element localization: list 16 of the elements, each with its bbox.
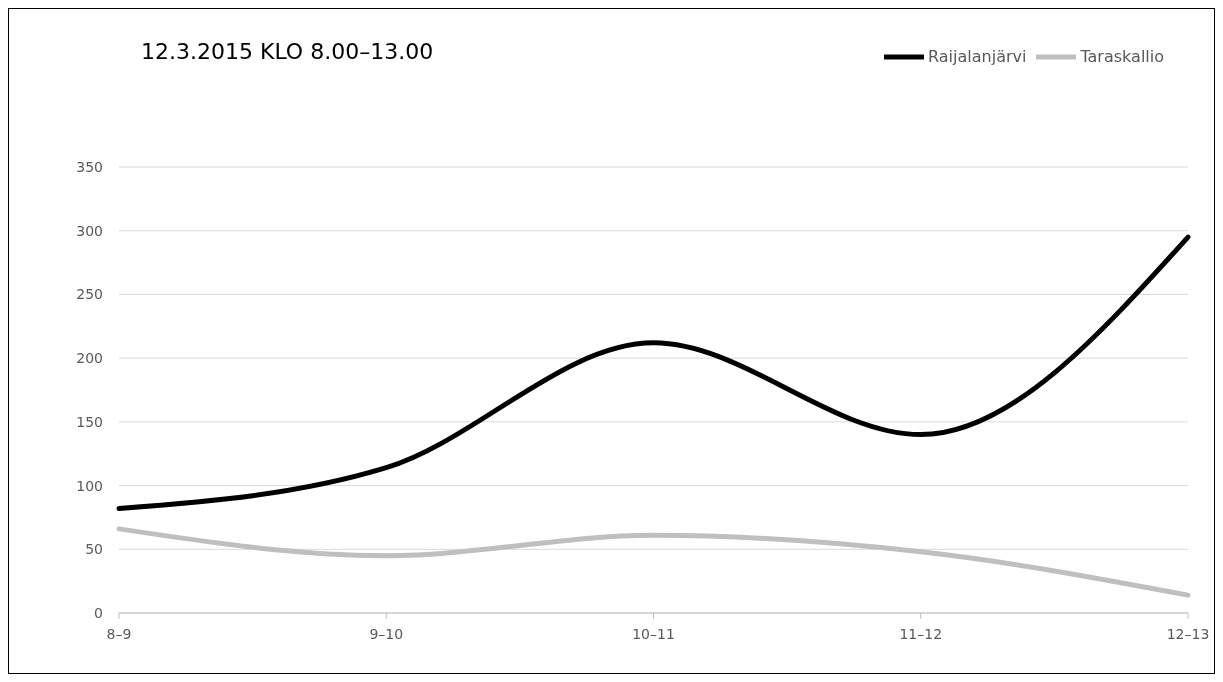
legend-label: Taraskallio [1080, 46, 1164, 66]
x-tick-label: 10–11 [632, 625, 675, 642]
y-tick-label: 50 [85, 541, 103, 558]
y-tick-label: 200 [76, 350, 103, 367]
y-tick-label: 350 [76, 158, 103, 175]
y-tick-label: 0 [94, 604, 103, 621]
y-tick-label: 250 [76, 286, 103, 303]
y-tick-label: 150 [76, 413, 103, 430]
x-tick-label: 8–9 [106, 625, 132, 642]
x-tick-label: 11–12 [899, 625, 943, 642]
x-tick-label: 9–10 [369, 625, 404, 642]
x-tick-label: 12–13 [1166, 625, 1210, 642]
y-tick-label: 100 [76, 477, 103, 494]
y-tick-label: 300 [76, 222, 103, 239]
legend-label: Raijalanjärvi [928, 46, 1027, 66]
chart-title: 12.3.2015 KLO 8.00–13.00 [141, 39, 434, 64]
